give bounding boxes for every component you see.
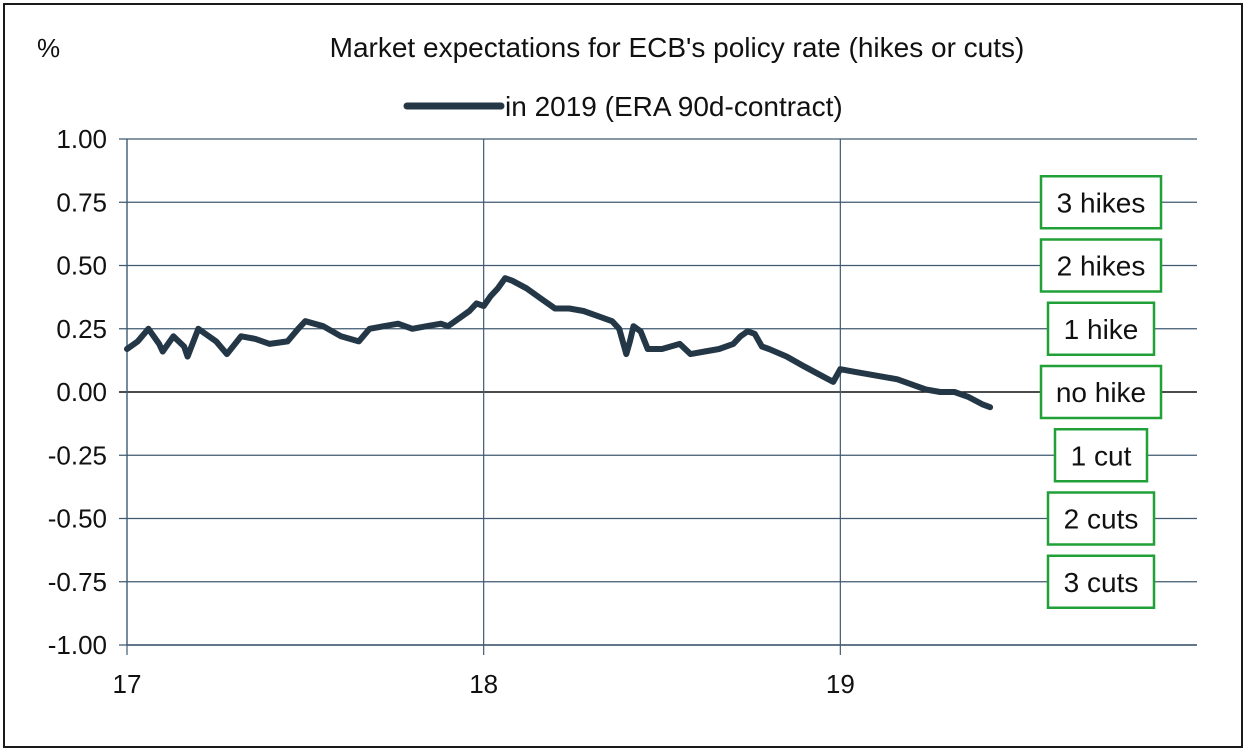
chart: % Market expectations for ECB's policy r…: [37, 32, 1197, 699]
y-tick-label: 0.75: [56, 187, 107, 217]
y-tick-label: 0.00: [56, 377, 107, 407]
legend-label: in 2019 (ERA 90d-contract): [505, 91, 843, 122]
series-layer: [124, 275, 994, 411]
scenario-labels: 3 hikes 2 hikes 1 hike no hike 1 cut 2 cuts 3 …: [1039, 175, 1163, 609]
x-tick-label: 17: [113, 669, 142, 699]
y-tick-label: 0.50: [56, 251, 107, 281]
y-axis-ticks: 1.00 0.75 0.50 0.25 0.00 -0.25 -0.50 -0.75 -1.00: [48, 124, 107, 660]
axes: [126, 139, 1197, 646]
scenario-label: 1 cut: [1071, 440, 1132, 471]
chart-frame: % Market expectations for ECB's policy r…: [3, 3, 1243, 748]
scenario-box: [1046, 301, 1156, 356]
scenario-box: [1046, 554, 1156, 609]
y-tick-label: 1.00: [56, 124, 107, 154]
y-tick-label: 0.25: [56, 314, 107, 344]
scenario-label: 2 hikes: [1057, 251, 1146, 282]
scenario-label: 2 cuts: [1064, 504, 1139, 535]
scenario-label: 3 cuts: [1064, 567, 1139, 598]
scenario-label: no hike: [1056, 377, 1146, 408]
chart-title: Market expectations for ECB's policy rat…: [330, 32, 1025, 63]
y-tick-label: -0.50: [48, 504, 107, 534]
y-tick-label: -0.25: [48, 440, 107, 470]
x-axis-ticks: 17 18 19: [113, 645, 855, 699]
scenario-box: [1039, 175, 1163, 230]
y-tick-label: -1.00: [48, 630, 107, 660]
x-tick-label: 19: [826, 669, 855, 699]
scenario-box: [1039, 238, 1163, 293]
scenario-box: [1046, 491, 1156, 546]
gridlines: [119, 138, 1197, 646]
series-line: [124, 275, 994, 411]
y-unit-label: %: [37, 33, 60, 63]
scenario-label: 1 hike: [1064, 314, 1139, 345]
legend: in 2019 (ERA 90d-contract): [403, 91, 843, 122]
scenario-box: [1039, 364, 1163, 420]
x-tick-label: 18: [469, 669, 498, 699]
y-tick-label: -0.75: [48, 567, 107, 597]
scenario-box: [1053, 428, 1149, 483]
scenario-label: 3 hikes: [1057, 187, 1146, 218]
